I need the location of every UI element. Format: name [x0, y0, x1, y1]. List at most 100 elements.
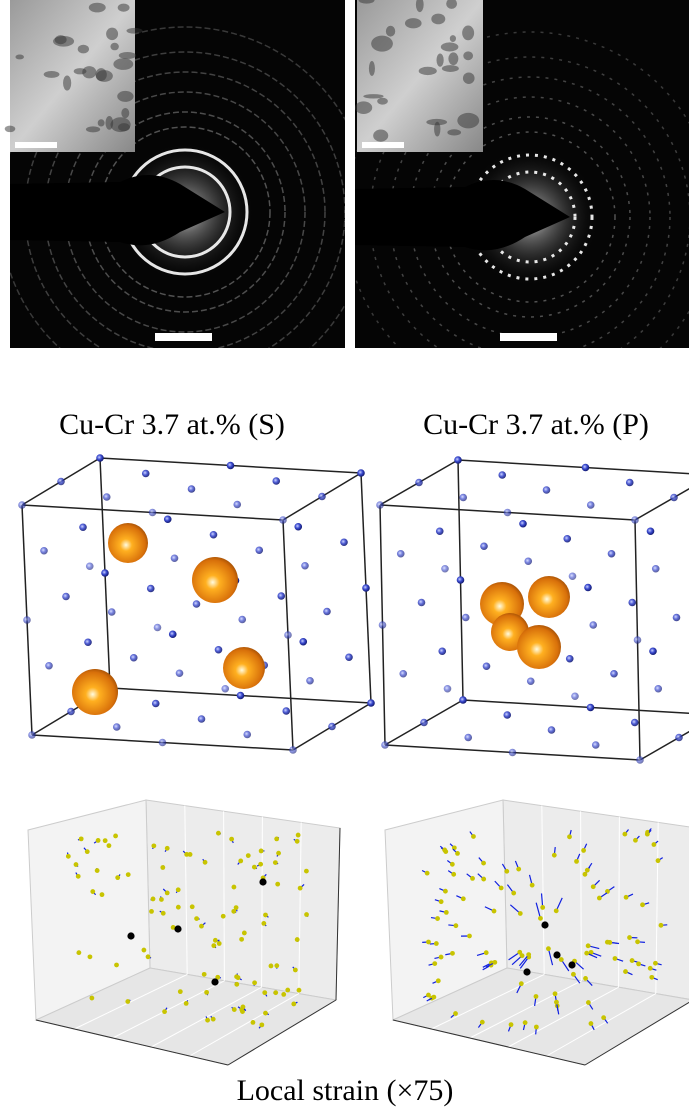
cu-atom — [23, 616, 31, 624]
cu-site — [229, 837, 234, 842]
cu-site — [273, 860, 278, 865]
cu-site — [238, 859, 243, 864]
cu-site — [481, 861, 486, 866]
cu-site — [492, 960, 497, 965]
cu-atom — [227, 462, 235, 470]
cu-site — [151, 897, 156, 902]
cu-site — [583, 976, 588, 981]
cu-atom — [610, 670, 618, 678]
grain — [419, 67, 437, 75]
cu-atom — [673, 614, 681, 622]
cu-site — [444, 910, 449, 915]
cu-site — [653, 961, 658, 966]
cr-site — [259, 878, 266, 885]
cu-atom — [376, 501, 384, 509]
cu-site — [252, 980, 257, 985]
cu-atom — [548, 726, 556, 734]
cu-atom — [634, 636, 642, 644]
cell-edge — [635, 475, 689, 520]
cu-site — [190, 904, 195, 909]
cu-site — [640, 902, 645, 907]
cu-atom — [527, 677, 535, 685]
cu-site — [586, 943, 591, 948]
cu-site — [554, 908, 559, 913]
cu-site — [627, 935, 632, 940]
grain — [431, 14, 445, 25]
cu-atom — [420, 719, 428, 727]
cu-site — [571, 972, 576, 977]
cu-atom — [566, 655, 574, 663]
cu-site — [115, 875, 120, 880]
cu-site — [452, 845, 457, 850]
cu-site — [526, 952, 531, 957]
grain — [121, 108, 129, 118]
cu-site — [194, 916, 199, 921]
caption: Local strain (×75) — [237, 1074, 454, 1107]
cu-atom — [142, 470, 150, 478]
cu-site — [470, 876, 475, 881]
cu-site — [581, 848, 586, 853]
cu-site — [211, 943, 216, 948]
cu-atom — [436, 527, 444, 535]
cu-atom — [362, 584, 370, 592]
grain — [386, 26, 395, 37]
cu-site — [519, 981, 524, 986]
cu-atom — [289, 746, 297, 754]
cu-atom — [649, 647, 657, 655]
cu-atom — [318, 493, 326, 501]
cu-site — [426, 940, 431, 945]
cu-site — [242, 931, 247, 936]
cu-atom — [301, 562, 309, 570]
cr-site — [523, 968, 530, 975]
cu-site — [439, 899, 444, 904]
cu-site — [630, 958, 635, 963]
cu-site — [559, 957, 564, 962]
cu-site — [622, 832, 627, 837]
cu-atom — [652, 565, 660, 573]
cu-site — [126, 872, 131, 877]
cr-site — [127, 932, 134, 939]
cu-atom — [608, 550, 616, 558]
cu-site — [492, 909, 497, 914]
cu-atom — [238, 616, 246, 624]
cu-site — [426, 993, 431, 998]
cu-atom — [563, 535, 571, 543]
cu-site — [146, 954, 151, 959]
cr-atom — [72, 669, 118, 715]
cu-atom — [654, 685, 662, 693]
cu-site — [232, 1007, 237, 1012]
cu-atom — [582, 464, 590, 472]
cu-site — [96, 838, 101, 843]
cu-site — [624, 895, 629, 900]
cu-site — [434, 941, 439, 946]
cu-atom — [587, 704, 595, 712]
cu-atom — [108, 608, 116, 616]
cu-site — [636, 961, 641, 966]
cr-site — [553, 951, 560, 958]
grain — [113, 58, 133, 70]
scale-bar — [155, 333, 212, 341]
grain — [463, 51, 473, 60]
cell-edge — [463, 700, 689, 715]
cu-site — [142, 948, 147, 953]
cu-atom — [113, 723, 121, 731]
cu-atom — [631, 719, 639, 727]
cu-site — [240, 1009, 245, 1014]
cu-atom — [328, 723, 336, 731]
grain — [373, 130, 388, 142]
cu-site — [584, 951, 589, 956]
cu-site — [274, 836, 279, 841]
scale-bar — [500, 333, 557, 341]
cu-site — [601, 1015, 606, 1020]
cu-site — [516, 867, 521, 872]
grain — [426, 119, 447, 125]
cu-site — [258, 862, 263, 867]
cu-site — [442, 848, 447, 853]
cu-atom — [524, 557, 532, 565]
cr-site — [541, 921, 548, 928]
cu-site — [204, 990, 209, 995]
cu-site — [450, 862, 455, 867]
cu-atom — [233, 501, 241, 509]
cu-site — [259, 849, 264, 854]
cr-atom — [528, 576, 570, 618]
